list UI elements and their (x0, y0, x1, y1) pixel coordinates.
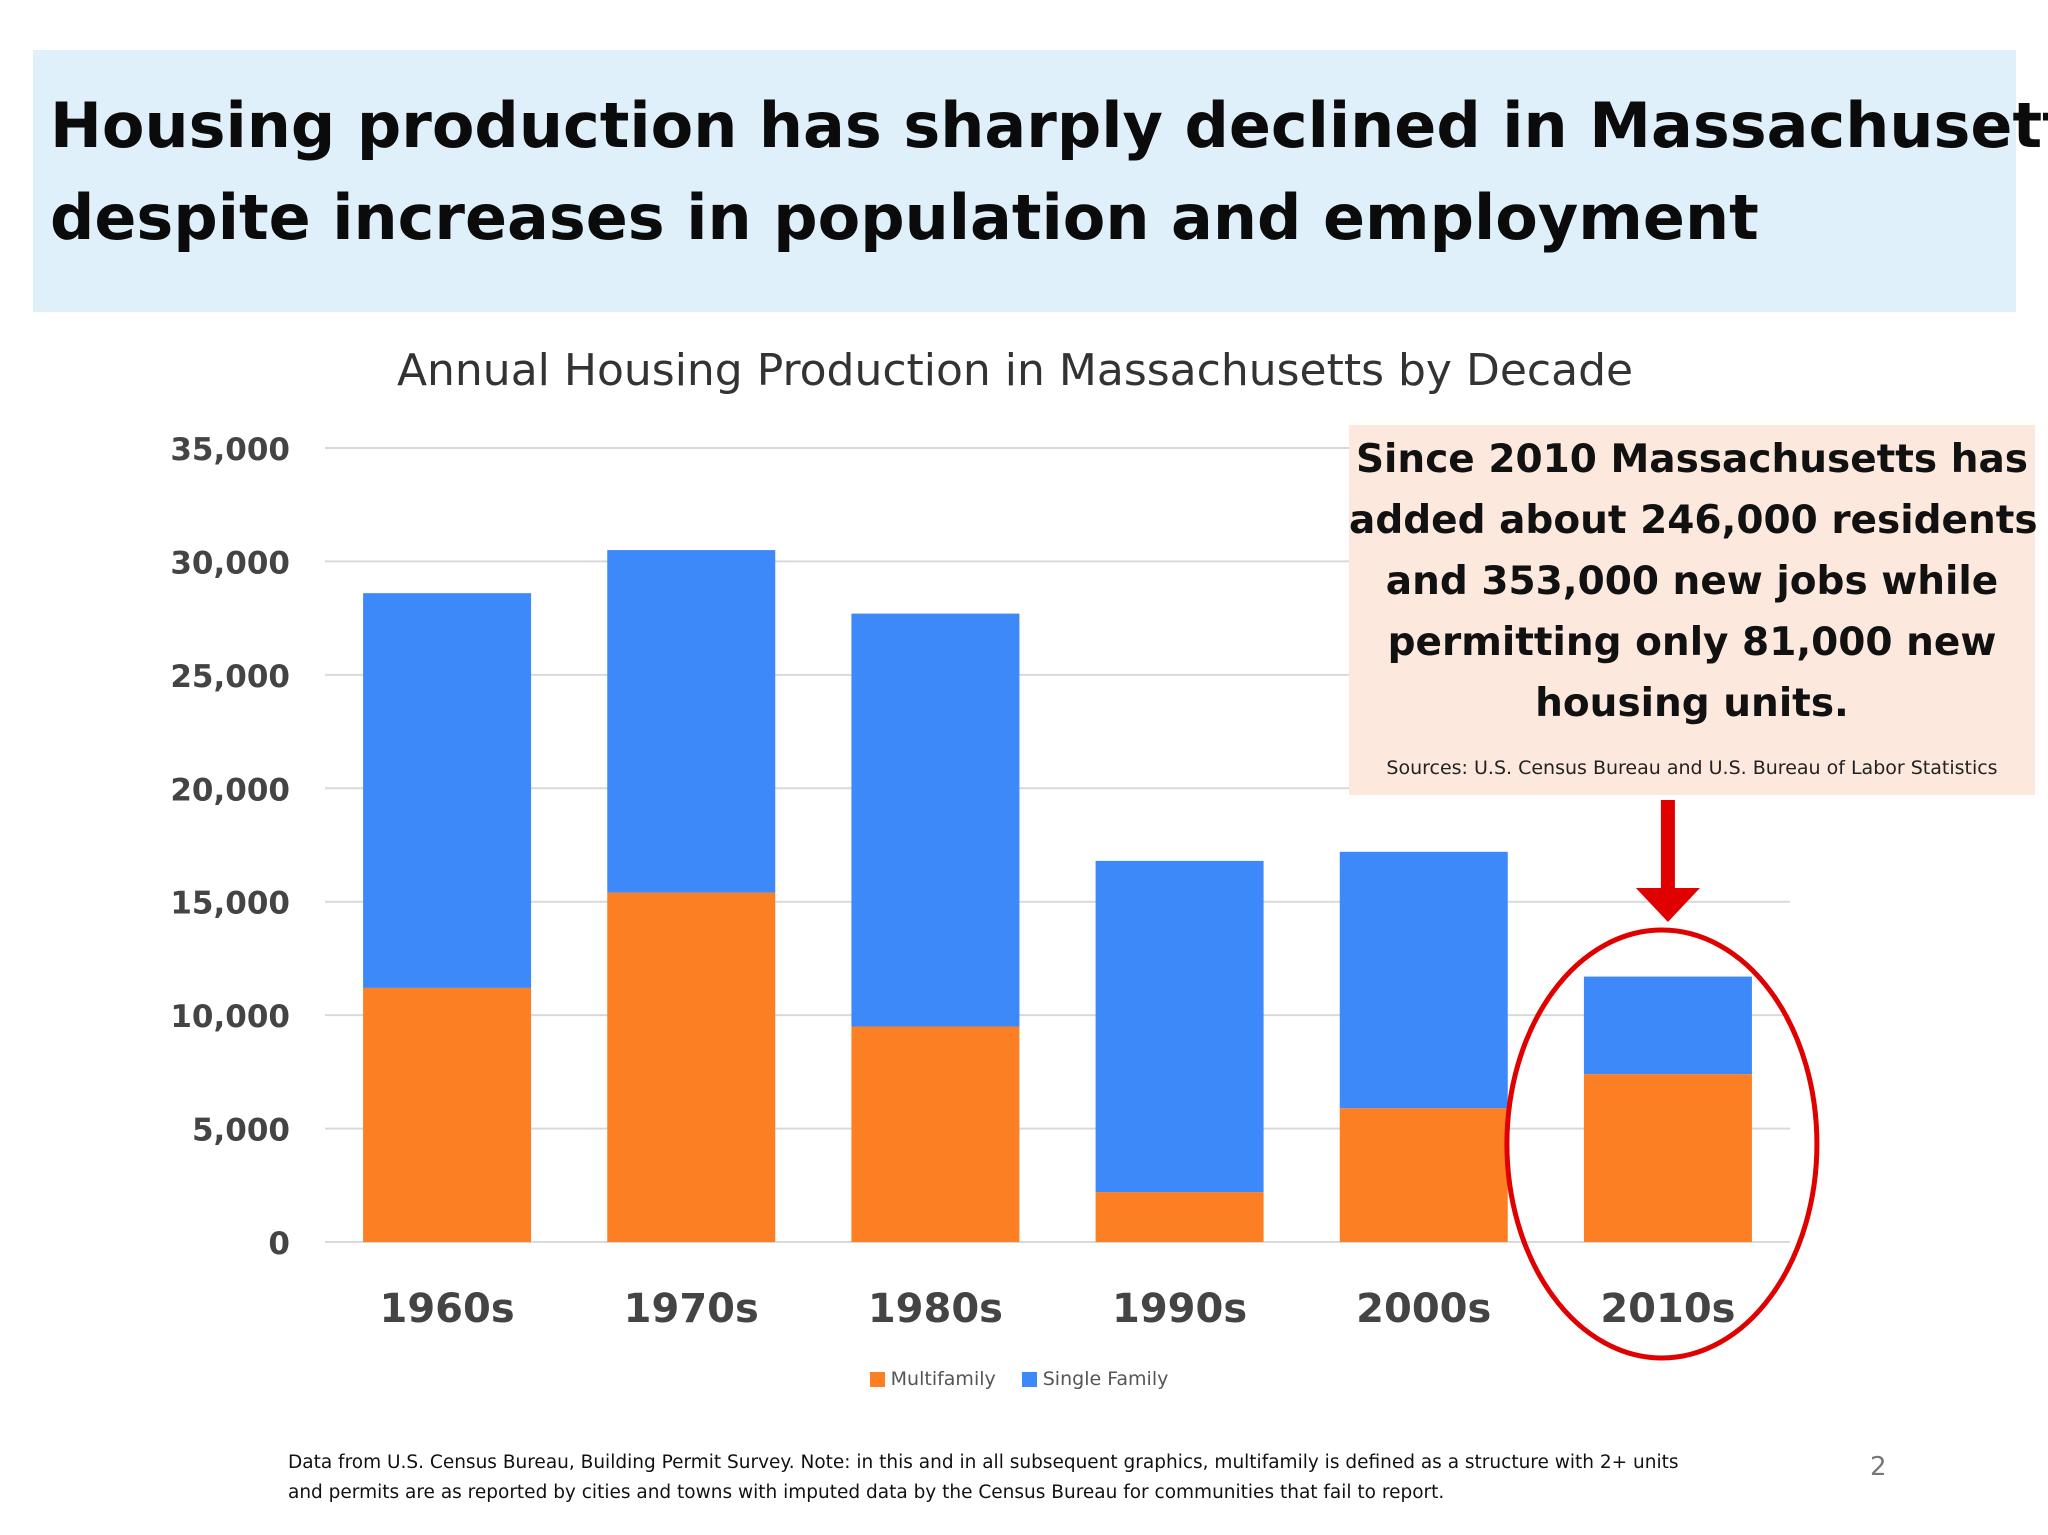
y-tick-label: 20,000 (170, 772, 290, 808)
x-tick-label: 2000s (1356, 1286, 1491, 1332)
bar-multifamily-1980s (851, 1026, 1020, 1242)
footnote: Data from U.S. Census Bureau, Building P… (288, 1448, 1848, 1508)
gridlines (325, 447, 1790, 1243)
headline-line-2: despite increases in population and empl… (50, 181, 1759, 254)
bar-single-family-1980s (851, 613, 1020, 1027)
y-tick-label: 25,000 (170, 659, 290, 695)
legend-item-single-family: Single Family (1021, 1368, 1169, 1390)
legend-swatch-single-family (1021, 1371, 1037, 1387)
legend-label-multifamily: Multifamily (890, 1368, 996, 1390)
headline-line-1: Housing production has sharply declined … (50, 89, 2048, 162)
callout-source: Sources: U.S. Census Bureau and U.S. Bur… (1386, 757, 1998, 779)
y-axis-tick-labels: 0 5,000 10,000 15,000 20,000 25,000 30,000 35,0… (170, 432, 290, 1262)
footnote-line-2: and permits are as reported by cities an… (288, 1482, 1445, 1503)
callout-line-3: and 353,000 new jobs while (1385, 559, 1999, 604)
footnote-line-1: Data from U.S. Census Bureau, Building P… (288, 1452, 1679, 1473)
arrow-shaft (1660, 800, 1675, 890)
y-tick-label: 5,000 (192, 1113, 290, 1149)
callout-line-2: added about 246,000 residents (1349, 498, 2038, 543)
bar-multifamily-1990s (1095, 1192, 1264, 1242)
x-tick-label: 1980s (868, 1286, 1003, 1332)
bar-multifamily-1960s (363, 987, 532, 1242)
arrow-head (1635, 888, 1700, 922)
bars (363, 550, 1752, 1242)
y-tick-label: 10,000 (170, 999, 290, 1035)
bar-single-family-1990s (1095, 860, 1264, 1193)
x-axis-tick-labels: 1960s 1970s 1980s 1990s 2000s 2010s (380, 1286, 1736, 1332)
legend-label-single-family: Single Family (1042, 1368, 1169, 1390)
bar-single-family-1960s (363, 593, 532, 988)
callout-line-1: Since 2010 Massachusetts has (1355, 437, 2029, 482)
bar-single-family-2000s (1339, 851, 1508, 1109)
bar-multifamily-1970s (607, 892, 776, 1242)
callout-text: Since 2010 Massachusetts has added about… (1349, 429, 2038, 734)
slide-headline: Housing production has sharply declined … (50, 80, 2048, 264)
y-tick-label: 30,000 (170, 545, 290, 581)
bar-single-family-2010s (1583, 976, 1752, 1075)
header-band (33, 50, 2016, 312)
x-tick-label: 1960s (380, 1286, 515, 1332)
legend-item-multifamily: Multifamily (869, 1368, 996, 1390)
y-tick-label: 15,000 (170, 886, 290, 922)
x-tick-label: 2010s (1600, 1286, 1735, 1332)
x-tick-label: 1990s (1112, 1286, 1247, 1332)
chart-title: Annual Housing Production in Massachuset… (396, 345, 1634, 396)
highlight-ellipse (1504, 927, 1820, 1361)
page-number: 2 (1870, 1452, 1887, 1482)
bar-multifamily-2010s (1583, 1074, 1752, 1242)
legend-swatch-multifamily (869, 1371, 885, 1387)
bar-single-family-1970s (607, 550, 776, 893)
x-tick-label: 1970s (624, 1286, 759, 1332)
callout-line-5: housing units. (1535, 681, 1849, 726)
chart-legend: Multifamily Single Family (0, 1368, 2048, 1390)
annotations (1504, 800, 1820, 1361)
y-tick-label: 0 (268, 1226, 290, 1262)
callout-line-4: permitting only 81,000 new (1387, 620, 1997, 665)
bar-multifamily-2000s (1339, 1108, 1508, 1242)
callout-box: Since 2010 Massachusetts has added about… (1349, 425, 2038, 795)
y-tick-label: 35,000 (170, 432, 290, 468)
